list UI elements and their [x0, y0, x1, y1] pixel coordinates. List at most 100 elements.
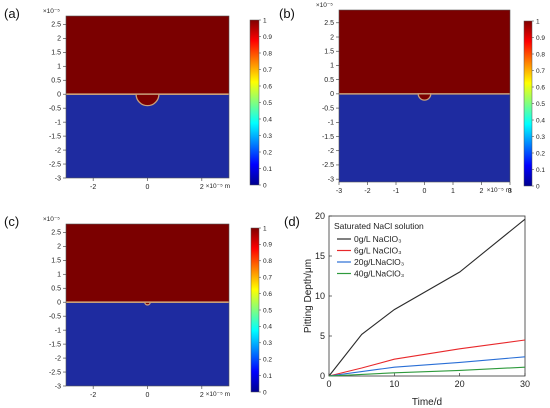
- legend-entry-label: 40g/LNaClO₃: [354, 269, 404, 279]
- colorbar-tick-label: 0.7: [263, 275, 272, 282]
- series-line-2: [328, 339, 526, 377]
- y-tick-label: -1: [328, 120, 334, 127]
- colorbar-tick-label: 1: [263, 17, 267, 24]
- legend-title: Saturated NaCl solution: [334, 221, 424, 231]
- y-tick-label: -2: [55, 355, 61, 362]
- panel-label: (a): [4, 6, 20, 21]
- y-tick-label: 0.5: [51, 286, 61, 293]
- y-tick-label: 0: [320, 371, 325, 381]
- colorbar-tick-label: 0.5: [263, 307, 272, 314]
- colorbar-tick-label: 1: [263, 225, 267, 232]
- colorbar-tick-label: 0: [263, 389, 267, 396]
- y-tick-label: -0.5: [49, 105, 61, 112]
- colorbar-tick-label: 0.2: [536, 150, 545, 157]
- y-tick-label: 1.5: [51, 258, 61, 265]
- colorbar: [249, 19, 260, 186]
- x-unit-label: ×10⁻⁵ m: [487, 187, 511, 194]
- y-tick-label: -3: [328, 176, 334, 183]
- x-tick-label: 2: [480, 188, 484, 195]
- heatmap-panel-2: (b) 2.5 2 1.5 1 0.5 0 -0.5 -1 -1.5 -2 -2.5 -3 ×10⁻⁵ -3…: [279, 2, 545, 195]
- colorbar-tick-label: 0.8: [263, 258, 272, 265]
- lower-phase-region: [339, 93, 510, 182]
- colorbar-tick-label: 0.1: [536, 167, 545, 174]
- y-tick-label: -2.5: [322, 162, 334, 169]
- colorbar-tick-label: 0.3: [263, 340, 272, 347]
- y-tick-label: -1: [55, 119, 61, 126]
- y-tick-label: 1.5: [324, 49, 334, 56]
- x-tick-label: -1: [393, 188, 399, 195]
- line-chart-panel: (d) 0 5 10 15 20 0 10 20 30 Time/d Pitting Depth/μm…: [284, 211, 530, 408]
- colorbar-tick-label: 0.1: [263, 373, 272, 380]
- x-tick-label: 2: [200, 392, 204, 399]
- y-tick-label: -2: [328, 148, 334, 155]
- y-tick-label: 2.5: [324, 20, 334, 27]
- y-tick-label: -2: [55, 147, 61, 154]
- y-tick-label: -1.5: [49, 341, 61, 348]
- colorbar-tick-label: 0.7: [536, 68, 545, 75]
- colorbar-tick-label: 0.8: [536, 51, 545, 58]
- y-tick-label: 0: [57, 300, 61, 307]
- x-tick-label: 30: [520, 379, 530, 389]
- y-tick-label: 2.5: [51, 230, 61, 237]
- x-tick-label: 0: [146, 184, 150, 191]
- colorbar-tick-label: 0.4: [536, 117, 545, 124]
- y-tick-label: 2: [330, 34, 334, 41]
- x-tick-label: 1: [451, 188, 455, 195]
- x-unit-label: ×10⁻⁵ m: [206, 183, 230, 190]
- y-tick-label: 0: [330, 91, 334, 98]
- colorbar-tick-label: 0.2: [263, 149, 272, 156]
- y-tick-label: -0.5: [49, 313, 61, 320]
- y-tick-label: 0.5: [324, 77, 334, 84]
- panel-label: (c): [4, 214, 19, 229]
- colorbar-tick-label: 0.3: [536, 134, 545, 141]
- colorbar-tick-label: 0.8: [263, 50, 272, 57]
- lower-phase-region: [66, 302, 229, 386]
- colorbar-tick-label: 0.9: [263, 34, 272, 41]
- y-tick-label: -1.5: [49, 133, 61, 140]
- pit-shape: [417, 93, 432, 101]
- pit-shape: [144, 301, 151, 306]
- colorbar-tick-label: 0.1: [263, 166, 272, 173]
- x-tick-label: -2: [90, 184, 96, 191]
- y-tick-label: 2: [57, 244, 61, 251]
- y-tick-label: 1: [57, 272, 61, 279]
- colorbar-tick-label: 0.4: [263, 324, 272, 331]
- y-tick-label: -3: [55, 383, 61, 390]
- colorbar-tick-label: 0.2: [263, 357, 272, 364]
- y-tick-label: -2.5: [49, 369, 61, 376]
- y-exponent-label: ×10⁻⁵: [43, 216, 60, 223]
- x-tick-label: 2: [200, 184, 204, 191]
- y-exponent-label: ×10⁻⁵: [43, 8, 60, 15]
- x-tick-label: 10: [389, 379, 399, 389]
- lower-phase-region: [66, 94, 229, 178]
- upper-phase-region: [66, 16, 229, 95]
- x-tick-label: 0: [146, 392, 150, 399]
- y-tick-label: 20: [315, 211, 325, 221]
- x-tick-label: -2: [90, 392, 96, 399]
- colorbar-tick-label: 0.7: [263, 67, 272, 74]
- colorbar-tick-label: 0.5: [536, 101, 545, 108]
- colorbar-tick-label: 0.4: [263, 116, 272, 123]
- legend-entry-label: 6g/L NaClO₃: [354, 246, 402, 256]
- y-exponent-label: ×10⁻⁵: [316, 2, 333, 9]
- series-line-4: [328, 366, 526, 377]
- x-tick-label: 3: [508, 188, 512, 195]
- colorbar-tick-label: 1: [536, 18, 540, 25]
- panel-label: (d): [284, 214, 300, 229]
- upper-phase-region: [66, 224, 229, 303]
- upper-phase-region: [339, 10, 510, 94]
- y-tick-label: 1: [57, 64, 61, 71]
- y-tick-label: 0.5: [51, 78, 61, 85]
- y-tick-label: 1.5: [51, 50, 61, 57]
- heatmap-panel-1: (a) 2.5 2 1.5 1 0.5 0 -0.5 -1 -1.5 -2 -2.5 -3 ×10⁻⁵ -2…: [4, 6, 272, 191]
- x-tick-label: 0: [326, 379, 331, 389]
- legend-entry-label: 0g/L NaClO₃: [354, 234, 402, 244]
- x-tick-label: 0: [423, 188, 427, 195]
- legend-entry-label: 20g/LNaClO₃: [354, 257, 404, 267]
- y-tick-label: 0: [57, 92, 61, 99]
- colorbar: [523, 20, 533, 187]
- colorbar-tick-label: 0.6: [536, 84, 545, 91]
- y-tick-label: 2.5: [51, 22, 61, 29]
- y-tick-label: -3: [55, 175, 61, 182]
